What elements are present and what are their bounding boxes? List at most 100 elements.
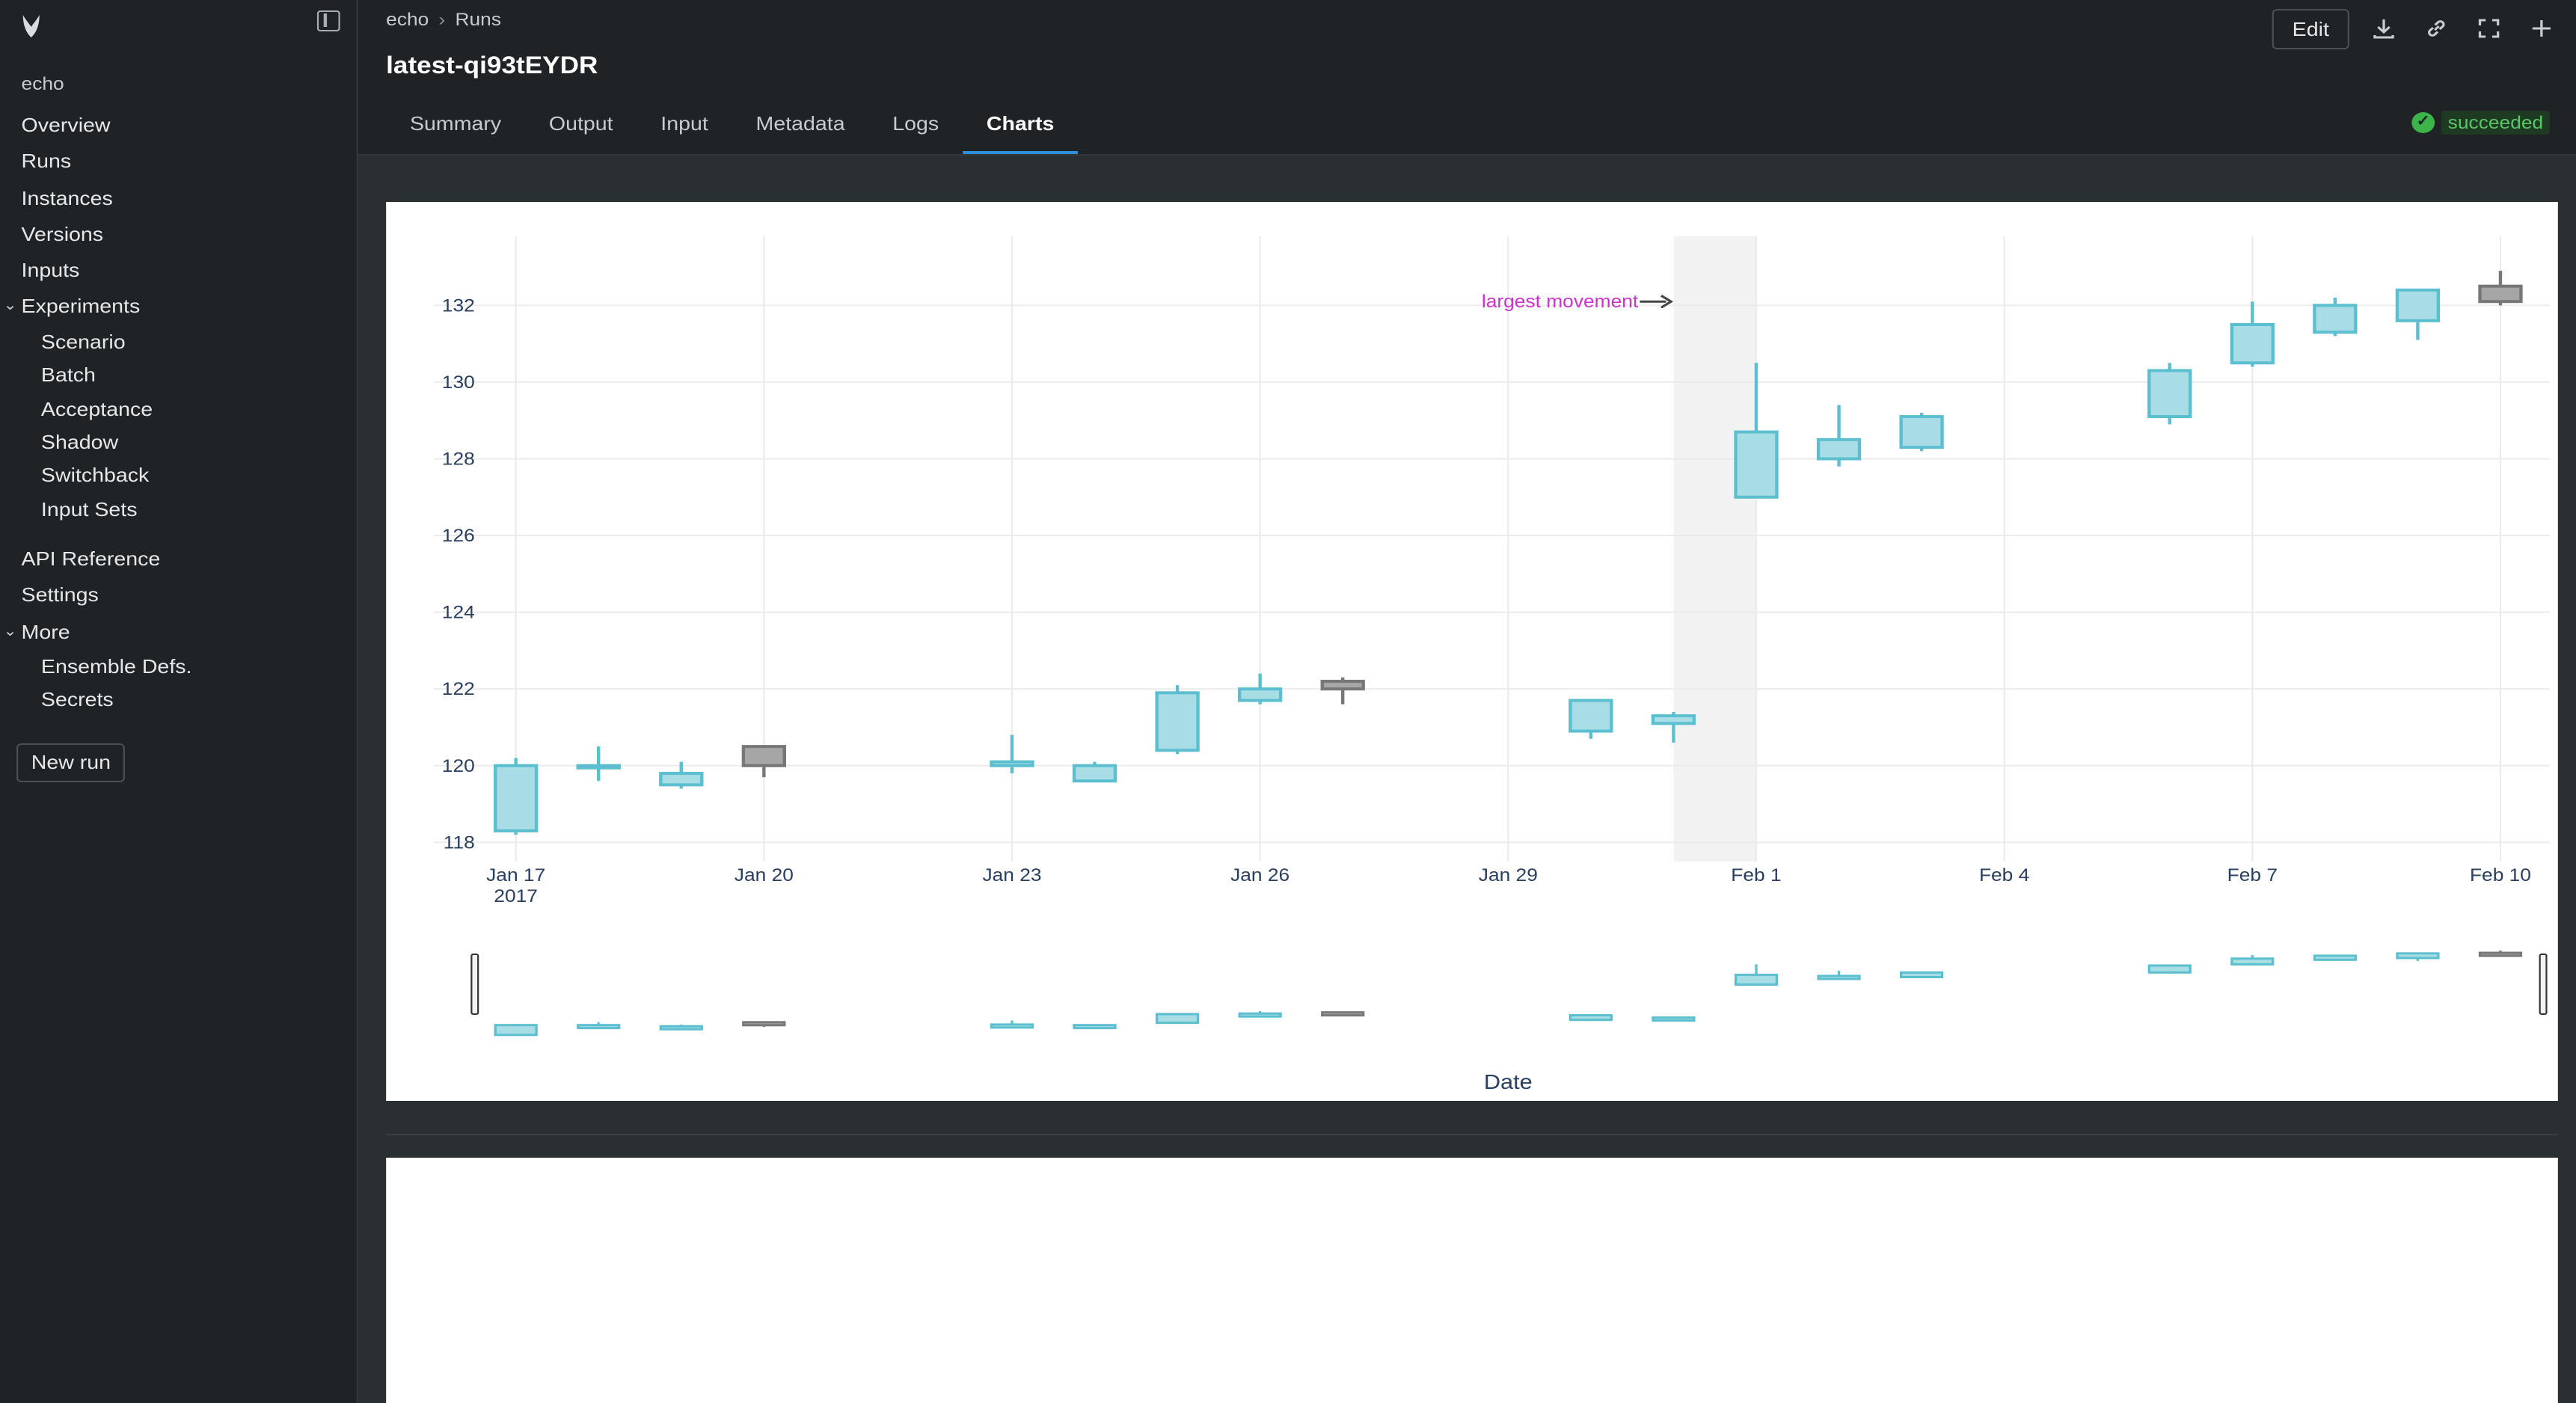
fullscreen-icon[interactable]	[2476, 16, 2502, 40]
candle-body	[2478, 284, 2523, 304]
sidebar-nav: Overview Runs Instances Versions Inputs …	[0, 108, 357, 718]
tab-bar: Summary Output Input Metadata Logs Chart…	[386, 108, 1079, 154]
sidebar-item-inputs[interactable]: Inputs	[21, 259, 80, 282]
range-handle-right	[2539, 954, 2548, 1015]
sidebar-item-label: More	[21, 620, 70, 643]
page-title: latest-qi93tEYDR	[386, 54, 598, 79]
y-tick-label: 126	[442, 526, 475, 546]
slider-candle-body	[494, 1024, 538, 1037]
candle-body	[1899, 415, 1944, 449]
sidebar-item-batch[interactable]: Batch	[40, 363, 96, 387]
candle-body	[990, 760, 1034, 767]
tab-metadata[interactable]: Metadata	[755, 112, 845, 135]
x-tick-label: Jan 26	[1230, 865, 1289, 885]
x-tick-label: Jan 29	[1479, 865, 1538, 885]
x-tick-year: 2017	[494, 886, 538, 906]
candle-body	[494, 764, 539, 832]
tab-logs[interactable]: Logs	[892, 112, 939, 135]
slider-candle-body	[1568, 1014, 1613, 1022]
slider-candle-body	[2147, 964, 2192, 974]
status-badge: succeeded	[2441, 111, 2550, 135]
sidebar-item-settings[interactable]: Settings	[21, 583, 99, 607]
sidebar-item-shadow[interactable]: Shadow	[40, 430, 119, 453]
sidebar-item-switchback[interactable]: Switchback	[40, 464, 150, 487]
sidebar-toggle-icon[interactable]	[316, 10, 340, 31]
candle-body	[2230, 322, 2275, 365]
second-chart-panel	[386, 1158, 2558, 1403]
y-tick-label: 132	[442, 295, 475, 316]
logo-icon[interactable]	[16, 12, 46, 39]
breadcrumb-item-project[interactable]: echo	[386, 9, 429, 30]
slider-candle-body	[577, 1024, 621, 1030]
candle-body	[1651, 714, 1696, 725]
check-circle-icon: ✓	[2411, 112, 2435, 133]
candle-body	[2395, 288, 2441, 322]
sidebar-item-acceptance[interactable]: Acceptance	[40, 397, 153, 420]
main-content: 118 120 122 124 126 128 130 132 Jan 17 Jan 20 Jan …	[358, 156, 2576, 1403]
candlestick-chart: 118 120 122 124 126 128 130 132 Jan 17 Jan 20 Jan …	[386, 202, 2558, 1101]
annotation-arrow-head	[1660, 294, 1674, 309]
y-tick-label: 128	[442, 449, 475, 470]
sidebar-item-overview[interactable]: Overview	[21, 114, 111, 136]
candle-body	[2147, 369, 2192, 419]
sidebar-item-input-sets[interactable]: Input Sets	[40, 497, 138, 521]
candle-body	[2313, 304, 2358, 334]
x-tick-label: Jan 23	[982, 865, 1041, 885]
sidebar-item-runs[interactable]: Runs	[21, 150, 72, 173]
breadcrumb: echo › Runs	[386, 9, 501, 30]
new-run-button[interactable]: New run	[16, 743, 126, 782]
candle-body	[741, 745, 786, 767]
candle-body	[1072, 764, 1117, 783]
candle-body	[659, 772, 704, 787]
sidebar-item-experiments[interactable]: ⌄ Experiments	[0, 289, 357, 326]
plus-icon[interactable]	[2528, 16, 2554, 40]
x-tick-label: Jan 20	[735, 865, 794, 885]
slider-candle-body	[1073, 1024, 1117, 1030]
candle-body	[1320, 679, 1365, 691]
x-axis-title: Date	[1484, 1070, 1533, 1093]
tab-summary[interactable]: Summary	[410, 112, 502, 135]
candle-body	[576, 764, 621, 770]
sidebar-item-api-reference[interactable]: API Reference	[21, 547, 161, 571]
sidebar: echo Overview Runs Instances Versions In…	[0, 0, 358, 1403]
slider-candle-body	[1238, 1012, 1282, 1018]
slider-candle-body	[742, 1021, 786, 1027]
sidebar-item-more[interactable]: ⌄ More	[0, 614, 357, 651]
slider-candle-body	[2230, 957, 2275, 966]
slider-candle-body	[990, 1023, 1034, 1029]
tab-output[interactable]: Output	[548, 112, 613, 135]
y-tick-label: 122	[442, 679, 475, 699]
candle-body	[1238, 687, 1283, 702]
slider-candle-body	[1734, 973, 1779, 986]
tab-input[interactable]: Input	[660, 112, 708, 135]
x-tick-label: Feb 1	[1731, 865, 1781, 885]
candle-body	[1816, 438, 1862, 461]
x-tick-label: Feb 10	[2470, 865, 2531, 885]
slider-candle-body	[1652, 1016, 1696, 1022]
link-icon[interactable]	[2423, 16, 2450, 40]
range-handle-left	[470, 954, 479, 1015]
project-label: echo	[21, 73, 64, 94]
chart-svg: 118 120 122 124 126 128 130 132 Jan 17 Jan 20 Jan …	[433, 236, 2550, 1094]
tab-charts[interactable]: Charts	[963, 108, 1079, 154]
sidebar-item-scenario[interactable]: Scenario	[40, 330, 126, 353]
x-tick-label: Jan 17	[486, 865, 545, 885]
slider-candle-body	[1899, 971, 1944, 979]
sidebar-item-secrets[interactable]: Secrets	[40, 688, 114, 711]
sidebar-item-ensemble-defs[interactable]: Ensemble Defs.	[40, 655, 192, 678]
slider-candle-body	[2313, 954, 2357, 961]
run-status: ✓ succeeded	[2411, 108, 2550, 138]
y-tick-label: 130	[442, 372, 475, 393]
divider	[386, 1134, 2558, 1135]
y-tick-label: 118	[444, 832, 475, 853]
edit-button[interactable]: Edit	[2272, 9, 2349, 49]
slider-candle-body	[1817, 974, 1861, 980]
chevron-right-icon: ›	[438, 9, 446, 30]
annotation-label: largest movement	[1482, 292, 1638, 312]
breadcrumb-item-runs[interactable]: Runs	[455, 9, 502, 30]
sidebar-item-versions[interactable]: Versions	[21, 222, 104, 245]
slider-candle-body	[2478, 951, 2523, 957]
chevron-down-icon: ⌄	[3, 298, 17, 315]
download-icon[interactable]	[2370, 16, 2396, 40]
sidebar-item-instances[interactable]: Instances	[21, 186, 113, 209]
